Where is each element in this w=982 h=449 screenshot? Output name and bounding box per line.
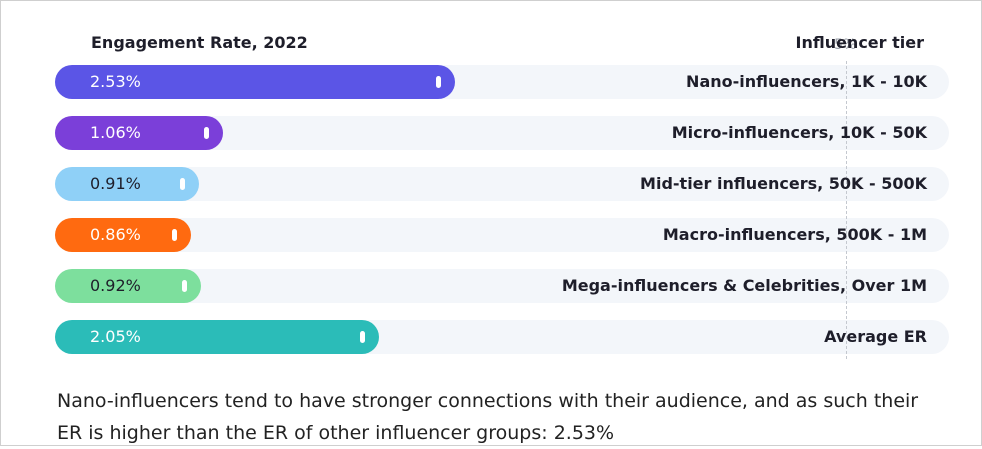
- bar-value-label: 1.06%: [90, 123, 141, 142]
- category-label: Mid-tier influencers, 50K - 500K: [640, 174, 927, 193]
- bar-value-label: 0.91%: [90, 174, 141, 193]
- bar-value-label: 2.05%: [90, 327, 141, 346]
- category-label: Average ER: [824, 327, 927, 346]
- bar: [55, 269, 201, 303]
- bar-row: 0.91% Mid-tier influencers, 50K - 500K: [55, 167, 949, 201]
- chart-title: Engagement Rate, 2022: [91, 33, 308, 52]
- reference-line: [846, 61, 848, 359]
- bar-handle: [436, 76, 442, 88]
- bar-handle: [203, 127, 209, 139]
- bar-handle: [181, 280, 187, 292]
- bar-row: 0.86% Macro-influencers, 500K - 1M: [55, 218, 949, 252]
- bar: [55, 167, 199, 201]
- bar-row: 2.05% Average ER: [55, 320, 949, 354]
- bar-value-label: 0.86%: [90, 225, 141, 244]
- bar-handle: [360, 331, 366, 343]
- bar-value-label: 0.92%: [90, 276, 141, 295]
- bar-handle: [179, 178, 185, 190]
- bar: [55, 218, 192, 252]
- category-label: Macro-influencers, 500K - 1M: [662, 225, 927, 244]
- bar-handle: [172, 229, 178, 241]
- bar-row: 1.06% Micro-influencers, 10K - 50K: [55, 116, 949, 150]
- bar-value-label: 2.53%: [90, 72, 141, 91]
- bar: [55, 65, 456, 99]
- bar-row: 2.53% Nano-influencers, 1K - 10K: [55, 65, 949, 99]
- category-header: Influencer tier: [795, 33, 924, 52]
- bar-row: 0.92% Mega-influencers & Celebrities, Ove…: [55, 269, 949, 303]
- category-label: Nano-influencers, 1K - 10K: [686, 72, 927, 91]
- bar: [55, 320, 380, 354]
- category-label: Mega-influencers & Celebrities, Over 1M: [561, 276, 927, 295]
- category-label: Micro-influencers, 10K - 50K: [671, 123, 927, 142]
- reference-line-label: 5%: [834, 37, 857, 53]
- caption-text: Nano-influencers tend to have stronger c…: [57, 390, 919, 444]
- bar: [55, 116, 223, 150]
